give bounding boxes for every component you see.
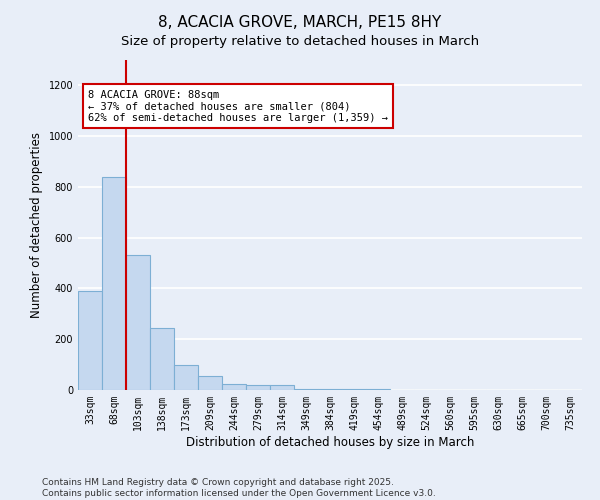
Bar <box>78 291 102 390</box>
Bar <box>366 388 390 390</box>
Bar <box>342 388 366 390</box>
Text: 8 ACACIA GROVE: 88sqm
← 37% of detached houses are smaller (804)
62% of semi-det: 8 ACACIA GROVE: 88sqm ← 37% of detached … <box>88 90 388 123</box>
Bar <box>246 385 270 390</box>
Text: Contains HM Land Registry data © Crown copyright and database right 2025.
Contai: Contains HM Land Registry data © Crown c… <box>42 478 436 498</box>
Text: 8, ACACIA GROVE, MARCH, PE15 8HY: 8, ACACIA GROVE, MARCH, PE15 8HY <box>158 15 442 30</box>
Bar <box>294 388 318 390</box>
Bar <box>318 388 342 390</box>
X-axis label: Distribution of detached houses by size in March: Distribution of detached houses by size … <box>186 436 474 448</box>
Y-axis label: Number of detached properties: Number of detached properties <box>30 132 43 318</box>
Bar <box>102 177 126 390</box>
Bar <box>126 256 150 390</box>
Bar <box>150 328 174 390</box>
Text: Size of property relative to detached houses in March: Size of property relative to detached ho… <box>121 35 479 48</box>
Bar <box>222 384 246 390</box>
Bar <box>198 376 222 390</box>
Bar <box>174 364 198 390</box>
Bar <box>270 385 294 390</box>
